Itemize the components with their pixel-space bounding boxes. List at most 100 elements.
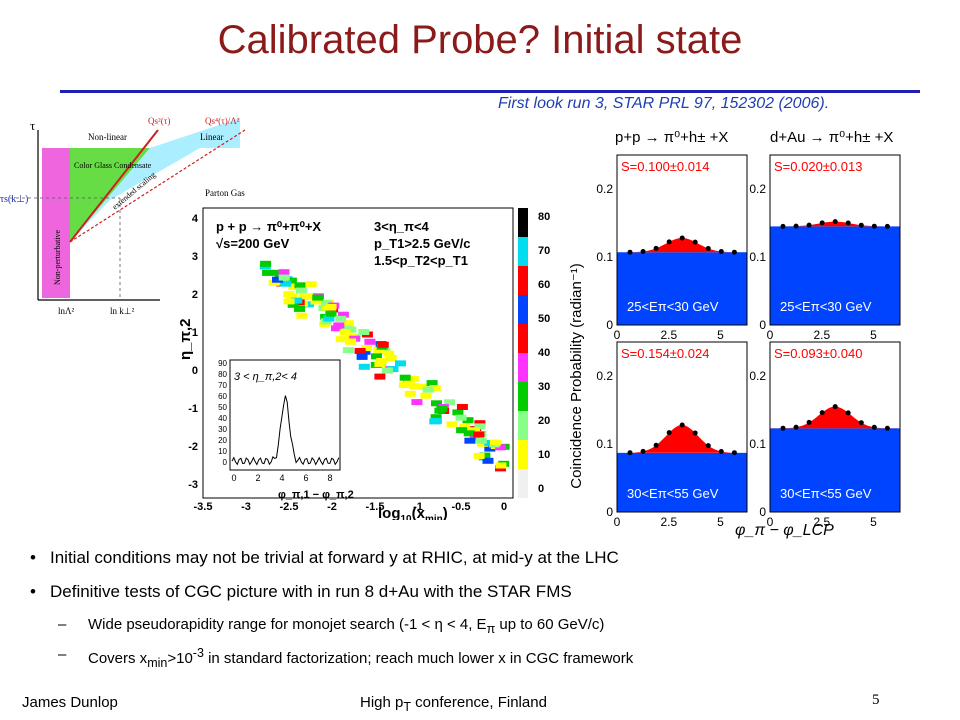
- heatmap-cell: [420, 392, 432, 399]
- panel-frame: [616, 154, 748, 326]
- data-point: [871, 424, 877, 430]
- y-tick-label: 0: [192, 365, 198, 377]
- x-tick: 5: [870, 328, 877, 342]
- nonlinear-label: Non-linear: [88, 132, 127, 142]
- colorbar-segment: [518, 440, 528, 469]
- panel-frame: [769, 341, 901, 513]
- heatmap-cell: [294, 305, 305, 312]
- y-tick-label: -1: [188, 403, 198, 415]
- heatmap-cell: [358, 363, 370, 370]
- heatmap-cell: [260, 260, 272, 267]
- heatmap-cell: [298, 294, 310, 301]
- y-tick: 0: [759, 318, 766, 332]
- heatmap-cell: [283, 291, 295, 298]
- inset-plot: 3 < η_π,2< 4 90 80 70 60 50 40 30 20 10 0 0 2 4 6 8 φ…: [218, 359, 354, 501]
- data-point: [858, 222, 864, 228]
- heatmap-cell: [385, 355, 397, 361]
- heatmap-cell: [416, 383, 428, 390]
- x-tick-label: -3: [241, 501, 251, 513]
- colorbar-tick: 0: [538, 483, 544, 495]
- pedestal-area: [617, 452, 747, 512]
- data-point: [731, 249, 737, 255]
- heatmap-cell: [407, 375, 419, 382]
- heatmap-cell: [323, 315, 335, 322]
- inset-y-tick: 20: [218, 436, 227, 445]
- data-point: [640, 448, 646, 454]
- heatmap-cell: [345, 338, 357, 345]
- inset-y-tick: 40: [218, 414, 227, 423]
- coincidence-panel: S=0.020±0.013 25<Eπ<30 GeV 0.2 0.1 00 2.5 5: [749, 154, 901, 342]
- x-tick-label: -2: [327, 501, 337, 513]
- data-point: [819, 220, 825, 226]
- data-point: [793, 424, 799, 430]
- x-tick: 0: [767, 515, 774, 529]
- heatmap-cell: [473, 453, 485, 459]
- x-tick: 2.5: [813, 328, 830, 342]
- tau-label: τ: [30, 118, 35, 133]
- x-tick-label: -0.5: [452, 501, 471, 513]
- pt1-cut-label: p_T1>2.5 GeV/c: [374, 236, 470, 251]
- cgc-label: Color Glass Condensate: [74, 161, 152, 170]
- sub-bullet-dash: –: [58, 616, 67, 633]
- heatmap-cell: [373, 346, 385, 353]
- nonperturbative-band: [42, 148, 70, 298]
- heatmap-cell: [387, 366, 399, 373]
- data-point: [692, 430, 698, 436]
- inset-y-tick: 80: [218, 370, 227, 379]
- inset-x-tick: 4: [279, 473, 284, 483]
- heatmap-cell: [339, 329, 351, 336]
- data-point: [718, 249, 724, 254]
- data-point: [679, 422, 685, 428]
- coincidence-panel: S=0.154±0.024 30<Eπ<55 GeV 0.2 0.1 00 2.5 5: [596, 341, 748, 529]
- y-tick: 0: [606, 318, 613, 332]
- x-tick-label: -3.5: [194, 501, 213, 513]
- y-tick: 0.1: [596, 250, 613, 264]
- inset-y-tick: 10: [218, 447, 227, 456]
- inset-x-tick: 8: [327, 473, 332, 483]
- colorbar-segment: [518, 411, 528, 440]
- heatmap-cell: [303, 301, 314, 308]
- data-point: [692, 239, 698, 245]
- tau-s-label: τs(k⊥): [0, 194, 28, 205]
- inset-x-ticks: 0 2 4 6 8: [231, 473, 332, 483]
- heatmap-cell: [455, 414, 467, 421]
- heatmap-cell: [296, 312, 308, 319]
- correlation-heatmap: [259, 260, 510, 472]
- x-tick: 0: [767, 328, 774, 342]
- coincidence-panel: S=0.100±0.014 25<Eπ<30 GeV 0.2 0.1 00 2.5 5: [596, 154, 748, 342]
- data-point: [806, 222, 812, 228]
- x-tick: 5: [717, 328, 724, 342]
- eta-cut-label: 3<η_π<4: [374, 219, 430, 234]
- heatmap-cell: [358, 329, 370, 335]
- heatmap-cell: [312, 294, 324, 301]
- sub-bullet-dash: –: [58, 646, 67, 663]
- heatmap-cell: [484, 445, 496, 452]
- energy-range-label: 30<Eπ<55 GeV: [627, 486, 719, 501]
- colorbar-tick: 40: [538, 347, 550, 359]
- heatmap-cell: [288, 284, 300, 291]
- data-point: [653, 245, 659, 251]
- y-tick: 0.2: [596, 369, 613, 383]
- x-axis-label: log10(xmin): [378, 505, 448, 520]
- data-point: [845, 220, 851, 226]
- heatmap-cell: [383, 350, 395, 357]
- y-tick-label: -2: [188, 441, 198, 453]
- data-point: [705, 246, 711, 251]
- colorbar-tick: 10: [538, 449, 550, 461]
- energy-range-label: 30<Eπ<55 GeV: [780, 486, 872, 501]
- y-tick: 0: [759, 505, 766, 519]
- colorbar-tick: 20: [538, 415, 550, 427]
- nonpert-label: Non-perturbative: [53, 229, 62, 285]
- heatmap-cell: [462, 417, 474, 424]
- heatmap-cell: [345, 326, 357, 333]
- heatmap-cell: [381, 367, 393, 374]
- data-point: [806, 419, 812, 425]
- inset-x-label: φ_π,1 − φ_π,2: [278, 489, 354, 501]
- inset-y-tick: 70: [218, 381, 227, 390]
- heatmap-cell: [452, 409, 464, 416]
- heatmap-cell: [371, 353, 382, 360]
- heatmap-cell: [411, 399, 423, 406]
- heatmap-cell: [431, 400, 442, 407]
- heatmap-cell: [444, 399, 456, 406]
